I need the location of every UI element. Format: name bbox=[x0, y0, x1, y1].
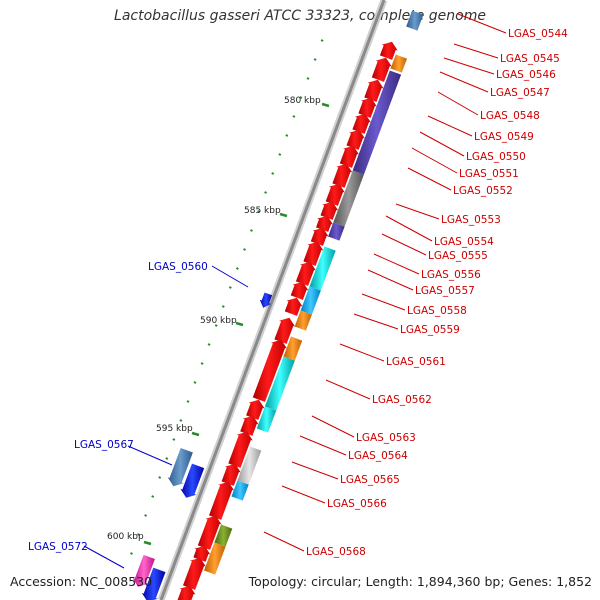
label-leader bbox=[282, 486, 325, 503]
scale-tick bbox=[229, 287, 231, 288]
gene-label[interactable]: LGAS_0558 bbox=[407, 305, 467, 317]
scale-tick bbox=[201, 363, 203, 364]
label-leader bbox=[292, 462, 338, 479]
gene-label[interactable]: LGAS_0568 bbox=[306, 546, 366, 558]
label-leader bbox=[368, 270, 413, 290]
gene-label[interactable]: LGAS_0547 bbox=[490, 87, 550, 99]
scale-label: 585 kbp bbox=[244, 206, 281, 216]
label-leader bbox=[428, 116, 472, 136]
label-leader bbox=[128, 446, 172, 465]
cds-arrow[interactable] bbox=[209, 482, 234, 520]
gene-label[interactable]: LGAS_0555 bbox=[428, 250, 488, 262]
scale-tick bbox=[187, 401, 189, 402]
label-leader bbox=[362, 294, 405, 310]
gene-label[interactable]: LGAS_0556 bbox=[421, 269, 481, 281]
scale-tick bbox=[286, 135, 288, 136]
scale-label: 600 kbp bbox=[107, 532, 144, 542]
scale-tick bbox=[180, 420, 182, 421]
scale-tick bbox=[152, 496, 154, 497]
gene-label[interactable]: LGAS_0565 bbox=[340, 474, 400, 486]
label-leader bbox=[326, 380, 370, 399]
scale-tick bbox=[173, 439, 175, 440]
scale-tick bbox=[194, 382, 196, 383]
label-leader bbox=[458, 14, 506, 33]
label-leader bbox=[382, 234, 426, 255]
scale-tick bbox=[272, 173, 274, 174]
scale-tick bbox=[307, 78, 309, 79]
gene-label[interactable]: LGAS_0562 bbox=[372, 394, 432, 406]
gene-label[interactable]: LGAS_0548 bbox=[480, 110, 540, 122]
label-leader bbox=[386, 216, 432, 241]
gene-label[interactable]: LGAS_0546 bbox=[496, 69, 556, 81]
scale-tick-major bbox=[192, 433, 199, 435]
gene-label[interactable]: LGAS_0559 bbox=[400, 324, 460, 336]
scale-tick bbox=[222, 306, 224, 307]
scale-tick bbox=[159, 477, 161, 478]
label-leader bbox=[396, 204, 439, 219]
gene-label[interactable]: LGAS_0554 bbox=[434, 236, 494, 248]
scale-tick bbox=[145, 515, 147, 516]
scale-tick bbox=[236, 268, 238, 269]
gene-label[interactable]: LGAS_0563 bbox=[356, 432, 416, 444]
label-leader bbox=[264, 532, 304, 551]
genome-summary-text: Topology: circular; Length: 1,894,360 bp… bbox=[249, 574, 592, 589]
label-leader bbox=[212, 266, 248, 287]
scale-tick-major bbox=[322, 104, 329, 106]
feature-track bbox=[133, 11, 424, 600]
scale-tick bbox=[244, 249, 246, 250]
label-leader bbox=[438, 92, 478, 115]
scale-tick bbox=[166, 458, 168, 459]
label-leader bbox=[408, 168, 451, 190]
scale-tick-major bbox=[144, 542, 151, 544]
gene-label[interactable]: LGAS_0545 bbox=[500, 53, 560, 65]
scale-tick bbox=[293, 116, 295, 117]
scale-tick-major bbox=[236, 323, 243, 325]
scale-tick-major bbox=[280, 214, 287, 216]
scale-label: 580 kbp bbox=[284, 96, 321, 106]
gene-label[interactable]: LGAS_0572 bbox=[28, 541, 88, 553]
gene-label[interactable]: LGAS_0553 bbox=[441, 214, 501, 226]
genome-backbone bbox=[161, 0, 384, 600]
scale-tick bbox=[208, 344, 210, 345]
label-leader bbox=[454, 44, 498, 58]
scale-tick bbox=[314, 59, 316, 60]
gene-label[interactable]: LGAS_0566 bbox=[327, 498, 387, 510]
label-leader bbox=[354, 314, 398, 329]
gene-label[interactable]: LGAS_0567 bbox=[74, 439, 134, 451]
plus-strand-labels: LGAS_0560 LGAS_0567 LGAS_0572 bbox=[28, 261, 208, 553]
gene-label[interactable]: LGAS_0564 bbox=[348, 450, 408, 462]
gene-label[interactable]: LGAS_0561 bbox=[386, 356, 446, 368]
cds-arrow[interactable] bbox=[183, 558, 206, 590]
label-leader bbox=[84, 546, 124, 568]
label-leader bbox=[412, 148, 457, 173]
gene-label[interactable]: LGAS_0552 bbox=[453, 185, 513, 197]
scale-label: 595 kbp bbox=[156, 424, 193, 434]
accession-text: Accession: NC_008530 bbox=[10, 574, 152, 589]
gene-label[interactable]: LGAS_0560 bbox=[148, 261, 208, 273]
scale-tick bbox=[279, 154, 281, 155]
label-leader bbox=[444, 58, 494, 74]
gene-label[interactable]: LGAS_0549 bbox=[474, 131, 534, 143]
scale-tick bbox=[131, 553, 133, 554]
gene-label[interactable]: LGAS_0551 bbox=[459, 168, 519, 180]
label-leader bbox=[374, 254, 419, 274]
label-leader bbox=[420, 132, 464, 156]
label-leader bbox=[340, 344, 384, 361]
label-leader bbox=[440, 72, 488, 92]
gene-label[interactable]: LGAS_0544 bbox=[508, 28, 568, 40]
scale-tick bbox=[265, 192, 267, 193]
scale-label: 590 kbp bbox=[200, 316, 237, 326]
category-block[interactable] bbox=[406, 11, 423, 31]
scale-tick bbox=[251, 230, 253, 231]
label-leader bbox=[300, 436, 346, 455]
scale-tick bbox=[321, 40, 323, 41]
gene-label[interactable]: LGAS_0550 bbox=[466, 151, 526, 163]
label-leader bbox=[312, 416, 354, 437]
gene-label[interactable]: LGAS_0557 bbox=[415, 285, 475, 297]
